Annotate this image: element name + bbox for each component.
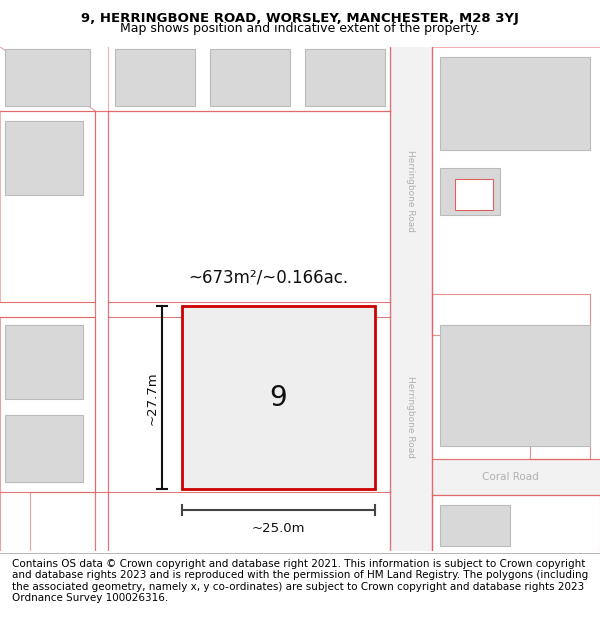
Bar: [5, 416, 83, 482]
Text: Herringbone Road: Herringbone Road: [407, 150, 415, 232]
Bar: [440, 57, 590, 150]
Bar: [432, 459, 600, 494]
Bar: [5, 121, 83, 195]
Bar: [0, 111, 95, 302]
Bar: [115, 49, 195, 106]
Text: Coral Road: Coral Road: [482, 472, 538, 482]
Bar: [305, 49, 385, 106]
Text: ~25.0m: ~25.0m: [252, 522, 305, 536]
Bar: [182, 306, 375, 489]
Text: ~673m²/~0.166ac.: ~673m²/~0.166ac.: [188, 269, 349, 286]
Bar: [5, 325, 83, 399]
Text: 9: 9: [269, 384, 287, 412]
Text: 9, HERRINGBONE ROAD, WORSLEY, MANCHESTER, M28 3YJ: 9, HERRINGBONE ROAD, WORSLEY, MANCHESTER…: [81, 12, 519, 25]
Text: Map shows position and indicative extent of the property.: Map shows position and indicative extent…: [120, 22, 480, 35]
Bar: [440, 325, 590, 446]
Bar: [5, 49, 90, 106]
Text: ~27.7m: ~27.7m: [146, 371, 158, 425]
Text: Contains OS data © Crown copyright and database right 2021. This information is : Contains OS data © Crown copyright and d…: [12, 559, 588, 603]
Bar: [390, 47, 432, 551]
Bar: [440, 505, 510, 546]
Text: Herringbone Road: Herringbone Road: [407, 376, 415, 458]
Bar: [210, 49, 290, 106]
Bar: [440, 168, 500, 214]
Bar: [455, 179, 493, 209]
Bar: [432, 47, 600, 551]
